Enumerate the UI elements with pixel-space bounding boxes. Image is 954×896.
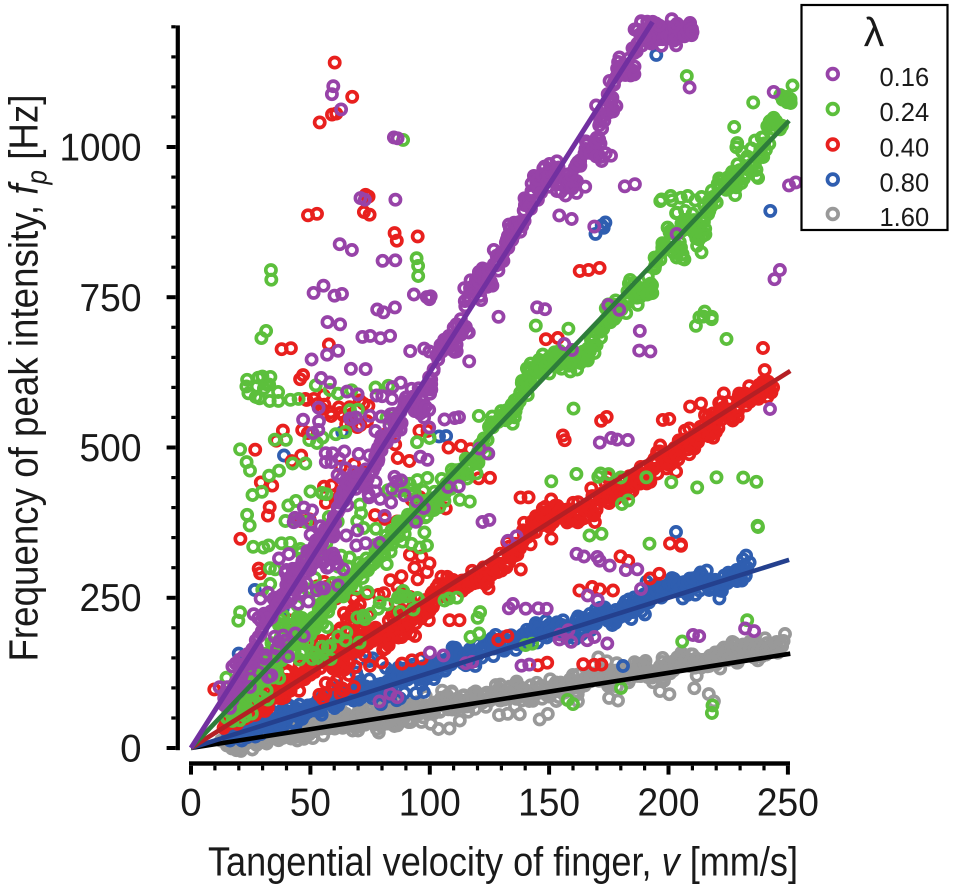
svg-text:λ: λ <box>864 9 885 55</box>
svg-text:0.80: 0.80 <box>880 170 930 198</box>
svg-text:Frequency of peak intensity, f: Frequency of peak intensity, fp [Hz] <box>1 95 54 662</box>
svg-text:500: 500 <box>80 427 142 470</box>
svg-text:0.40: 0.40 <box>880 135 930 163</box>
svg-text:50: 50 <box>290 782 331 825</box>
svg-text:Tangential velocity of finger,: Tangential velocity of finger, v [mm/s] <box>208 839 798 885</box>
svg-text:0.16: 0.16 <box>880 64 930 92</box>
svg-text:250: 250 <box>757 782 819 825</box>
svg-text:750: 750 <box>80 277 142 320</box>
svg-text:200: 200 <box>638 782 700 825</box>
svg-text:0: 0 <box>180 782 201 825</box>
svg-text:250: 250 <box>80 577 142 620</box>
svg-text:0: 0 <box>120 728 141 771</box>
svg-text:0.24: 0.24 <box>880 99 930 127</box>
svg-text:100: 100 <box>399 782 461 825</box>
svg-text:150: 150 <box>518 782 580 825</box>
svg-text:1000: 1000 <box>60 127 142 170</box>
svg-text:1.60: 1.60 <box>880 204 930 232</box>
